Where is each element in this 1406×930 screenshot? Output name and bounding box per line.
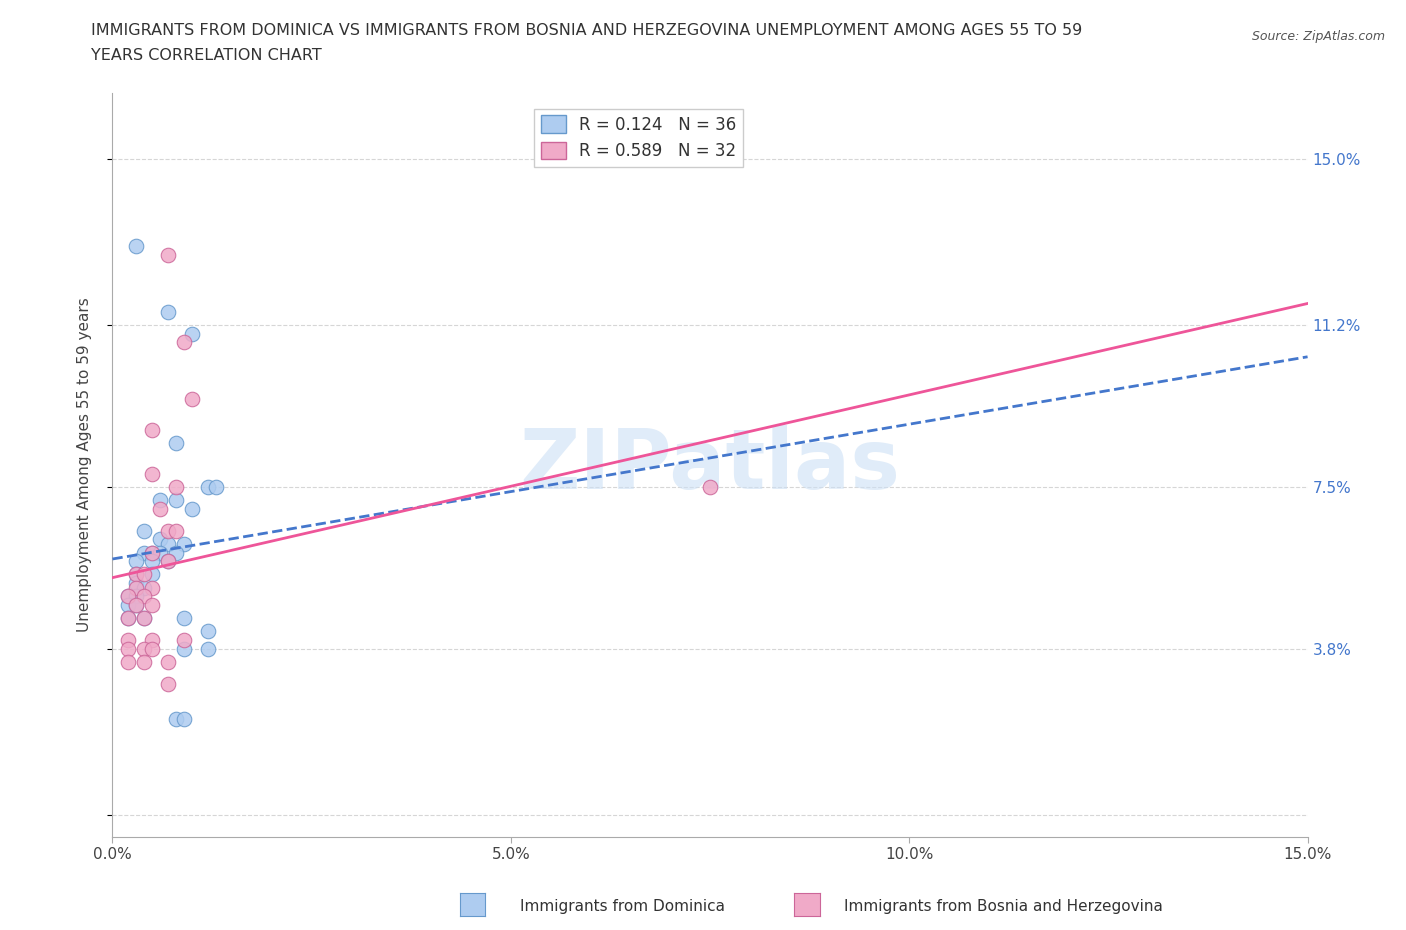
Point [117, 589, 139, 604]
Point [173, 611, 195, 626]
Point [125, 598, 148, 613]
Point [173, 632, 195, 647]
Point [165, 545, 187, 560]
Point [165, 493, 187, 508]
Point [173, 335, 195, 350]
Point [134, 589, 156, 604]
Point [125, 576, 148, 591]
Point [134, 611, 156, 626]
Legend: R = 0.124   N = 36, R = 0.589   N = 32: R = 0.124 N = 36, R = 0.589 N = 32 [534, 109, 742, 166]
Point [149, 545, 172, 560]
Point [117, 632, 139, 647]
Point [141, 580, 163, 595]
Point [125, 239, 148, 254]
Point [205, 480, 228, 495]
Point [157, 537, 180, 551]
Point [117, 611, 139, 626]
Text: Source: ZipAtlas.com: Source: ZipAtlas.com [1251, 30, 1385, 43]
Point [141, 554, 163, 569]
Point [173, 711, 195, 726]
Y-axis label: Unemployment Among Ages 55 to 59 years: Unemployment Among Ages 55 to 59 years [77, 298, 91, 632]
Point [157, 524, 180, 538]
Point [117, 611, 139, 626]
Point [181, 392, 204, 406]
Point [149, 532, 172, 547]
Point [125, 580, 148, 595]
Point [117, 598, 139, 613]
Point [141, 632, 163, 647]
Point [125, 567, 148, 582]
Point [197, 624, 219, 639]
Point [125, 554, 148, 569]
Text: YEARS CORRELATION CHART: YEARS CORRELATION CHART [91, 48, 322, 63]
Point [157, 554, 180, 569]
Point [157, 554, 180, 569]
Point [165, 480, 187, 495]
Point [125, 589, 148, 604]
Point [165, 435, 187, 450]
Point [165, 524, 187, 538]
Point [117, 642, 139, 657]
Point [125, 567, 148, 582]
Point [197, 642, 219, 657]
Point [157, 247, 180, 262]
Text: Immigrants from Bosnia and Herzegovina: Immigrants from Bosnia and Herzegovina [844, 899, 1163, 914]
Point [125, 598, 148, 613]
Point [141, 466, 163, 481]
Point [134, 524, 156, 538]
Point [157, 655, 180, 670]
Point [157, 304, 180, 319]
Point [134, 642, 156, 657]
Point [134, 655, 156, 670]
Point [699, 480, 721, 495]
Point [197, 480, 219, 495]
Text: Immigrants from Dominica: Immigrants from Dominica [520, 899, 725, 914]
Point [173, 537, 195, 551]
Point [149, 501, 172, 516]
Point [149, 493, 172, 508]
Point [173, 642, 195, 657]
Point [134, 611, 156, 626]
Text: IMMIGRANTS FROM DOMINICA VS IMMIGRANTS FROM BOSNIA AND HERZEGOVINA UNEMPLOYMENT : IMMIGRANTS FROM DOMINICA VS IMMIGRANTS F… [91, 23, 1083, 38]
Point [141, 642, 163, 657]
Point [117, 655, 139, 670]
Point [141, 545, 163, 560]
Point [134, 580, 156, 595]
Point [165, 711, 187, 726]
Point [141, 422, 163, 437]
Point [134, 567, 156, 582]
Point [117, 589, 139, 604]
Text: ZIPatlas: ZIPatlas [520, 424, 900, 506]
Point [141, 545, 163, 560]
Point [141, 598, 163, 613]
Point [141, 567, 163, 582]
Point [157, 676, 180, 691]
Point [181, 326, 204, 341]
Point [181, 501, 204, 516]
Point [134, 545, 156, 560]
